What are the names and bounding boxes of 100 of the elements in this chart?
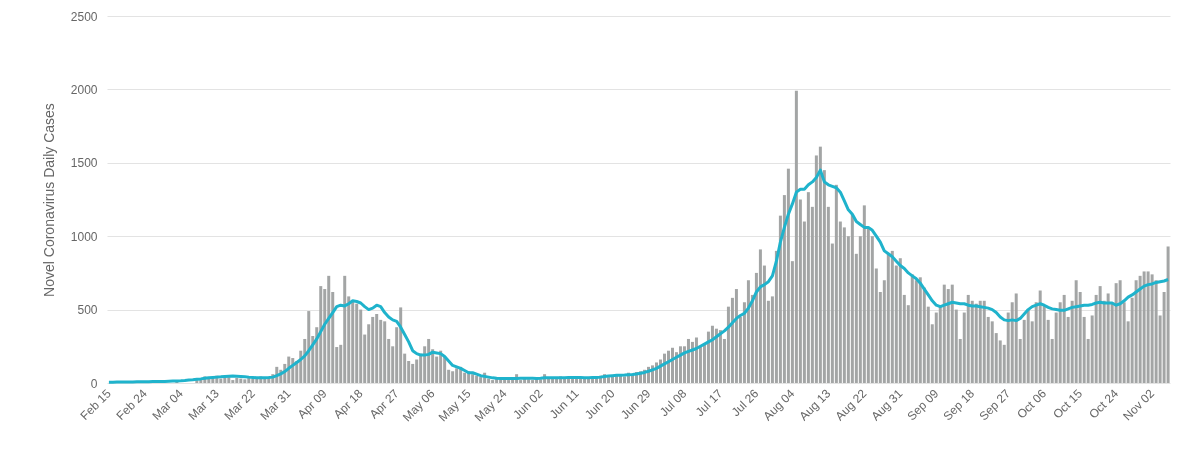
bar xyxy=(834,184,838,383)
bar xyxy=(950,284,954,383)
bar xyxy=(982,300,986,383)
x-tick-label: Jun 02 xyxy=(510,386,546,422)
bar xyxy=(718,330,722,383)
bar xyxy=(219,378,223,383)
x-tick-label: Feb 24 xyxy=(113,386,151,423)
bar xyxy=(1114,283,1118,383)
x-tick-label: Nov 02 xyxy=(1120,386,1158,424)
bar xyxy=(399,307,403,383)
x-tick-label: Oct 06 xyxy=(1014,386,1050,422)
bar xyxy=(491,380,495,383)
bar xyxy=(934,312,938,383)
bar xyxy=(794,90,798,383)
x-tick-label: Jul 17 xyxy=(692,386,726,420)
bar xyxy=(251,378,255,383)
bar xyxy=(455,368,459,383)
bar xyxy=(1106,293,1110,383)
bar xyxy=(327,275,331,383)
bar xyxy=(427,338,431,383)
bar xyxy=(974,303,978,383)
bar xyxy=(591,378,595,383)
bar xyxy=(375,314,379,383)
x-tick-label: Oct 24 xyxy=(1086,386,1122,422)
bar xyxy=(1038,290,1042,383)
x-tick-label: Mar 31 xyxy=(257,386,294,423)
x-tick-label: Jul 26 xyxy=(728,386,762,420)
bar xyxy=(531,380,535,383)
bar xyxy=(734,289,738,383)
bar xyxy=(918,277,922,383)
bar xyxy=(579,378,583,383)
bar xyxy=(966,294,970,383)
x-tick-label: Mar 13 xyxy=(185,386,222,423)
bar xyxy=(818,146,822,383)
y-axis-title: Novel Coronavirus Daily Cases xyxy=(40,103,57,297)
bar xyxy=(678,346,682,383)
bar xyxy=(1150,274,1154,383)
bar xyxy=(411,363,415,383)
bar xyxy=(1118,280,1122,383)
bar xyxy=(746,280,750,383)
x-tick-label: Sep 09 xyxy=(904,386,942,424)
bar xyxy=(890,250,894,383)
x-tick-label: Aug 04 xyxy=(760,386,798,424)
bar xyxy=(758,249,762,383)
bar xyxy=(1146,271,1150,383)
bar xyxy=(1098,286,1102,383)
line-series xyxy=(107,168,1170,384)
bar xyxy=(307,311,311,383)
bar xyxy=(475,375,479,383)
bar xyxy=(850,214,854,383)
bar xyxy=(563,378,567,383)
x-tick-label: Mar 04 xyxy=(149,386,187,423)
x-tick-label: Sep 18 xyxy=(940,386,978,424)
bar xyxy=(946,289,950,383)
bar xyxy=(690,341,694,383)
bar xyxy=(1134,280,1138,383)
bar xyxy=(319,286,323,383)
x-tick-label: Aug 31 xyxy=(868,386,906,424)
y-tick-label: 1500 xyxy=(70,156,98,171)
bar xyxy=(1014,293,1018,383)
y-tick-label: 1000 xyxy=(70,229,98,244)
bar xyxy=(243,379,247,383)
bar xyxy=(694,337,698,383)
bar xyxy=(1062,294,1066,383)
bar xyxy=(978,300,982,383)
y-tick-label: 2000 xyxy=(70,82,98,97)
bar xyxy=(1138,275,1142,383)
bar xyxy=(235,377,239,383)
x-tick-label: Sep 27 xyxy=(976,386,1014,424)
y-tick-label: 2500 xyxy=(70,9,98,24)
bar xyxy=(607,377,611,383)
bar xyxy=(239,378,243,383)
bar xyxy=(415,359,419,383)
bar xyxy=(806,192,810,383)
bar xyxy=(1166,246,1170,383)
x-tick-label: Aug 13 xyxy=(796,386,834,424)
bar xyxy=(686,338,690,383)
bar xyxy=(786,168,790,383)
x-tick-label: Apr 27 xyxy=(366,386,402,422)
x-tick-label: Apr 09 xyxy=(294,386,330,422)
x-tick-label: Mar 22 xyxy=(221,386,258,423)
bar xyxy=(714,328,718,383)
bar xyxy=(862,205,866,383)
bar xyxy=(383,321,387,383)
bar xyxy=(1026,309,1030,383)
bar xyxy=(990,321,994,383)
bar xyxy=(507,380,511,383)
bar xyxy=(710,325,714,383)
bar xyxy=(451,371,455,383)
bar xyxy=(623,376,627,383)
y-tick-label: 0 xyxy=(90,376,98,391)
x-tick-label: Jul 08 xyxy=(656,386,690,420)
bar xyxy=(343,275,347,383)
bar xyxy=(351,300,355,383)
x-tick-label: Jun 29 xyxy=(618,386,654,422)
bar xyxy=(263,378,267,383)
bar xyxy=(1142,271,1146,383)
bar xyxy=(910,274,914,383)
bar xyxy=(471,374,475,383)
bar xyxy=(898,258,902,383)
